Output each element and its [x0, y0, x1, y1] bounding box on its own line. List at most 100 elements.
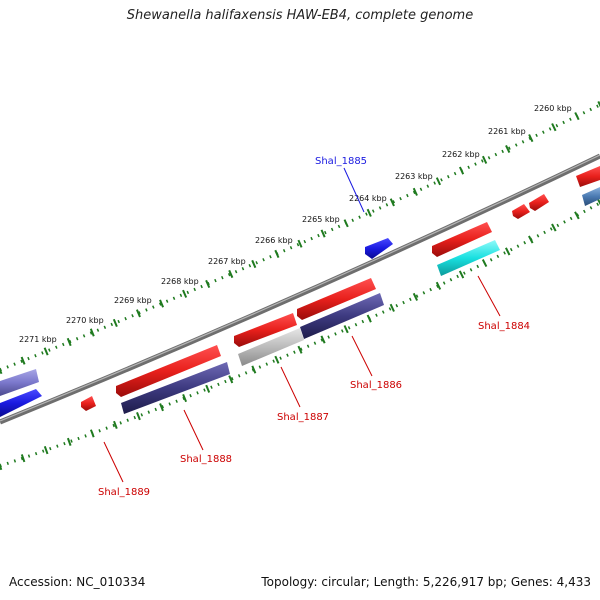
- map-title: Shewanella halifaxensis HAW-EB4, complet…: [126, 8, 474, 23]
- kbp-label-2260: 2260 kbp: [534, 104, 572, 113]
- outer-major-tick-3: [66, 337, 72, 347]
- kbp-label-2265: 2265 kbp: [302, 215, 340, 224]
- outer-major-tick-25: [574, 112, 580, 121]
- forward-strand-features: [0, 166, 600, 417]
- feature-shal-1884-cyan[interactable]: [437, 240, 500, 276]
- outer-major-ticks: [0, 100, 600, 375]
- gene-label-shal-1885[interactable]: Shal_1885: [315, 156, 367, 167]
- outer-major-tick-8: [182, 289, 188, 298]
- leader-shal-1885: [343, 167, 365, 213]
- kbp-label-2264: 2264 kbp: [349, 194, 387, 203]
- inner-major-tick-2: [43, 445, 49, 455]
- accession-text: Accession: NC_010334: [9, 575, 146, 589]
- inner-major-tick-19: [435, 281, 442, 290]
- kbp-label-2268: 2268 kbp: [161, 277, 199, 286]
- outer-major-tick-9: [205, 279, 211, 289]
- kbp-label-2271: 2271 kbp: [19, 335, 57, 344]
- inner-major-tick-13: [297, 345, 303, 354]
- genome-backbone: [0, 153, 600, 425]
- inner-major-tick-7: [159, 403, 164, 412]
- gene-label-shal-1889[interactable]: Shal_1889: [98, 487, 150, 498]
- kbp-labels: 2260 kbp 2261 kbp 2262 kbp 2263 kbp 2264…: [19, 104, 572, 344]
- feature-shal-1886-navy[interactable]: [300, 293, 384, 339]
- gene-label-shal-1888[interactable]: Shal_1888: [180, 454, 232, 465]
- feature-fwd-small-2[interactable]: [512, 204, 530, 219]
- inner-major-tick-18: [412, 292, 419, 301]
- outer-major-tick-14: [320, 229, 326, 238]
- inner-major-tick-20: [458, 270, 465, 279]
- inner-major-tick-22: [505, 247, 511, 256]
- inner-major-tick-14: [320, 335, 326, 344]
- inner-major-tick-9: [205, 384, 211, 393]
- inner-major-tick-8: [182, 394, 188, 403]
- inner-major-tick-0: [0, 462, 3, 471]
- label-leaders: [103, 167, 501, 483]
- outer-major-tick-19: [435, 177, 442, 186]
- inner-major-tick-25: [574, 211, 580, 220]
- inner-major-tick-12: [274, 355, 280, 364]
- leader-shal-1884: [477, 275, 501, 317]
- leader-shal-1887: [280, 366, 301, 408]
- gene-label-shal-1887[interactable]: Shal_1887: [277, 412, 329, 423]
- feature-shal-1889-red[interactable]: [81, 396, 96, 411]
- outer-scale-track: [0, 103, 600, 372]
- outer-major-tick-16: [366, 208, 372, 217]
- inner-major-tick-4: [89, 429, 95, 438]
- kbp-label-2262: 2262 kbp: [442, 150, 480, 159]
- outer-major-tick-26: [597, 100, 600, 108]
- outer-major-tick-5: [112, 318, 118, 327]
- inner-major-tick-24: [551, 223, 557, 232]
- leader-shal-1889: [103, 441, 124, 483]
- feature-shal-1886-red[interactable]: [297, 278, 376, 320]
- outer-major-tick-24: [551, 123, 557, 132]
- kbp-label-2270: 2270 kbp: [66, 316, 104, 325]
- outer-major-tick-10: [228, 269, 234, 279]
- outer-major-tick-12: [274, 249, 280, 258]
- outer-major-tick-23: [528, 134, 534, 143]
- inner-major-tick-15: [343, 325, 349, 334]
- inner-major-tick-23: [528, 235, 534, 244]
- kbp-label-2263: 2263 kbp: [395, 172, 433, 181]
- inner-major-tick-26: [597, 199, 600, 206]
- inner-major-tick-6: [136, 412, 141, 421]
- feature-steel-right[interactable]: [582, 187, 600, 206]
- outer-major-tick-18: [412, 187, 418, 196]
- outer-major-tick-6: [135, 309, 141, 318]
- outer-major-tick-13: [297, 239, 303, 248]
- inner-major-tick-5: [113, 420, 118, 429]
- inner-major-tick-17: [389, 303, 395, 312]
- feature-fwd-small-1[interactable]: [529, 194, 549, 211]
- feature-shal-1884-red[interactable]: [432, 222, 492, 257]
- inner-major-tick-21: [481, 259, 488, 268]
- outer-major-tick-15: [343, 219, 349, 228]
- feature-fwd-left-blue[interactable]: [0, 389, 42, 417]
- feature-shal-1885[interactable]: [365, 238, 393, 259]
- feature-fwd-right-top[interactable]: [576, 166, 600, 187]
- inner-major-tick-16: [366, 314, 372, 323]
- feature-shal-1888-red[interactable]: [116, 345, 221, 397]
- inner-major-tick-10: [228, 375, 234, 384]
- genome-summary-text: Topology: circular; Length: 5,226,917 bp…: [261, 575, 591, 589]
- inner-major-tick-3: [66, 437, 72, 446]
- outer-major-tick-22: [505, 144, 511, 154]
- feature-shal-1887-gray[interactable]: [238, 328, 304, 366]
- outer-major-tick-7: [159, 299, 165, 308]
- gene-label-shal-1886[interactable]: Shal_1886: [350, 380, 402, 391]
- leader-shal-1888: [183, 409, 204, 451]
- kbp-label-2267: 2267 kbp: [208, 257, 246, 266]
- outer-major-tick-1: [20, 356, 26, 365]
- outer-major-tick-11: [251, 259, 257, 269]
- feature-shal-1887-red[interactable]: [234, 313, 297, 347]
- leader-shal-1886: [351, 335, 373, 377]
- inner-major-ticks: [0, 199, 600, 471]
- outer-major-tick-2: [43, 347, 49, 356]
- outer-major-tick-20: [458, 166, 465, 175]
- outer-major-tick-0: [0, 367, 3, 375]
- inner-major-tick-1: [20, 454, 26, 463]
- reverse-strand-features: [121, 187, 600, 414]
- feature-shal-1888-navy[interactable]: [121, 362, 230, 414]
- gene-label-shal-1884[interactable]: Shal_1884: [478, 321, 530, 332]
- kbp-label-2266: 2266 kbp: [255, 236, 293, 245]
- feature-fwd-left-lavender[interactable]: [0, 369, 39, 396]
